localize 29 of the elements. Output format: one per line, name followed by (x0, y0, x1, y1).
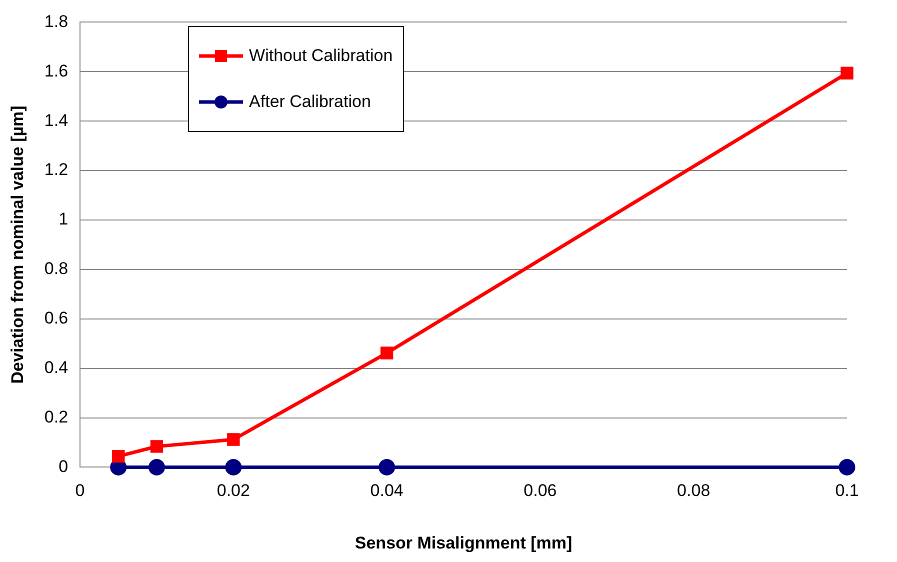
y-tick-label: 1.8 (44, 12, 68, 31)
point (150, 440, 164, 453)
x-tick-label: 0.1 (835, 481, 859, 500)
y-tick-label: 0.2 (44, 407, 68, 426)
legend-label: After Calibration (249, 92, 371, 112)
point (840, 66, 854, 80)
point (378, 458, 396, 476)
point (838, 458, 856, 476)
y-tick-label: 1.6 (44, 61, 68, 80)
y-axis-title: Deviation from nominal value [µm] (8, 106, 27, 384)
point (112, 450, 125, 463)
point (148, 458, 165, 476)
y-tick-label: 1 (58, 210, 68, 229)
y-tick-label: 1.2 (44, 160, 68, 180)
x-axis-title: Sensor Misalignment [mm] (354, 533, 572, 552)
point (225, 458, 242, 476)
x-tick-label: 0.06 (524, 481, 557, 500)
point (380, 346, 394, 360)
y-tick-label: 1.4 (44, 110, 68, 130)
point (227, 433, 240, 446)
y-tick-label: 0 (58, 456, 68, 476)
y-tick-label: 0.4 (44, 358, 68, 377)
x-tick-label: 0 (75, 481, 85, 500)
y-tick-label: 0.6 (44, 308, 68, 328)
y-tick-label: 0.8 (44, 259, 68, 278)
x-tick-label: 0.04 (370, 481, 404, 500)
x-tick-label: 0.02 (216, 481, 250, 500)
x-tick-label: 0.08 (677, 481, 710, 500)
legend-label: Without Calibration (249, 46, 393, 66)
